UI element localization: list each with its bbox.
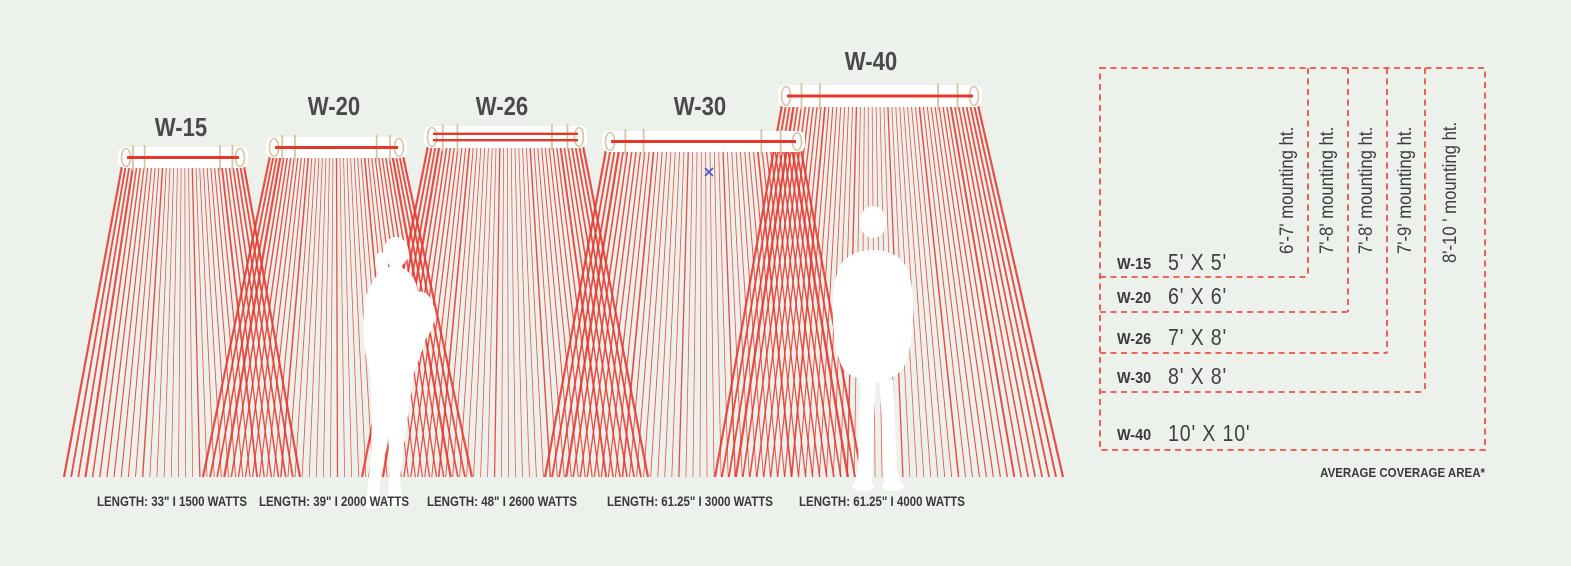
- table-row-coverage-w20: 6' X 6': [1168, 283, 1228, 309]
- end-cap: [426, 126, 438, 148]
- coverage-table-grid: [1099, 67, 1486, 451]
- mounting-height-label-w40: 8'-10 ' mounting ht.: [1440, 121, 1461, 263]
- heater-bar: [266, 135, 407, 161]
- table-row-model-w15: W-15: [1117, 256, 1152, 273]
- table-row-model-w20: W-20: [1117, 290, 1152, 307]
- table-row-coverage-w30: 8' X 8': [1168, 363, 1228, 389]
- table-row-model-w30: W-30: [1117, 370, 1152, 387]
- mounting-height-label-w30: 7'-9' mounting ht.: [1395, 126, 1416, 254]
- table-row-coverage-w15: 5' X 5': [1168, 249, 1228, 275]
- person-silhouette-left: [363, 237, 435, 509]
- mounting-height-label-w20: 7'-8' mounting ht.: [1317, 126, 1338, 254]
- coverage-box-w40: [1099, 67, 1486, 451]
- table-row-model-w40: W-40: [1117, 427, 1152, 444]
- end-cap: [573, 126, 585, 148]
- table-row-coverage-w26: 7' X 8': [1168, 324, 1228, 350]
- stray-x-marker: [704, 167, 714, 177]
- spec-caption-w26: LENGTH: 48" I 2600 WATTS: [427, 494, 577, 509]
- ray-fan: [543, 149, 864, 478]
- spec-caption-w40: LENGTH: 61.25" I 4000 WATTS: [799, 494, 965, 509]
- spec-caption-w20: LENGTH: 39" I 2000 WATTS: [259, 494, 409, 509]
- heater-bars: [118, 83, 982, 171]
- mounting-height-label-w26: 7'-8' mounting ht.: [1356, 126, 1377, 254]
- table-row-coverage-w40: 10' X 10': [1168, 420, 1251, 446]
- table-row-model-w26: W-26: [1117, 331, 1152, 348]
- mounting-height-label-w15: 6'-7' mounting ht.: [1277, 126, 1298, 254]
- unit-label-w40: W-40: [844, 46, 898, 76]
- heater-bar: [424, 124, 587, 151]
- scale-figures: [363, 206, 914, 509]
- spec-caption-w30: LENGTH: 61.25" I 3000 WATTS: [607, 494, 773, 509]
- heater-bar: [778, 83, 982, 110]
- unit-label-w20: W-20: [307, 91, 361, 121]
- heater-bar: [118, 145, 248, 171]
- heater-bar: [602, 129, 805, 155]
- ray-fan: [62, 165, 302, 478]
- unit-label-w26: W-26: [475, 91, 529, 121]
- average-coverage-footnote: AVERAGE COVERAGE AREA*: [1320, 466, 1485, 480]
- unit-label-w30: W-30: [673, 91, 727, 121]
- person-silhouette-right: [832, 206, 914, 491]
- unit-label-w15: W-15: [154, 112, 208, 142]
- spec-caption-w15: LENGTH: 33" I 1500 WATTS: [97, 494, 247, 509]
